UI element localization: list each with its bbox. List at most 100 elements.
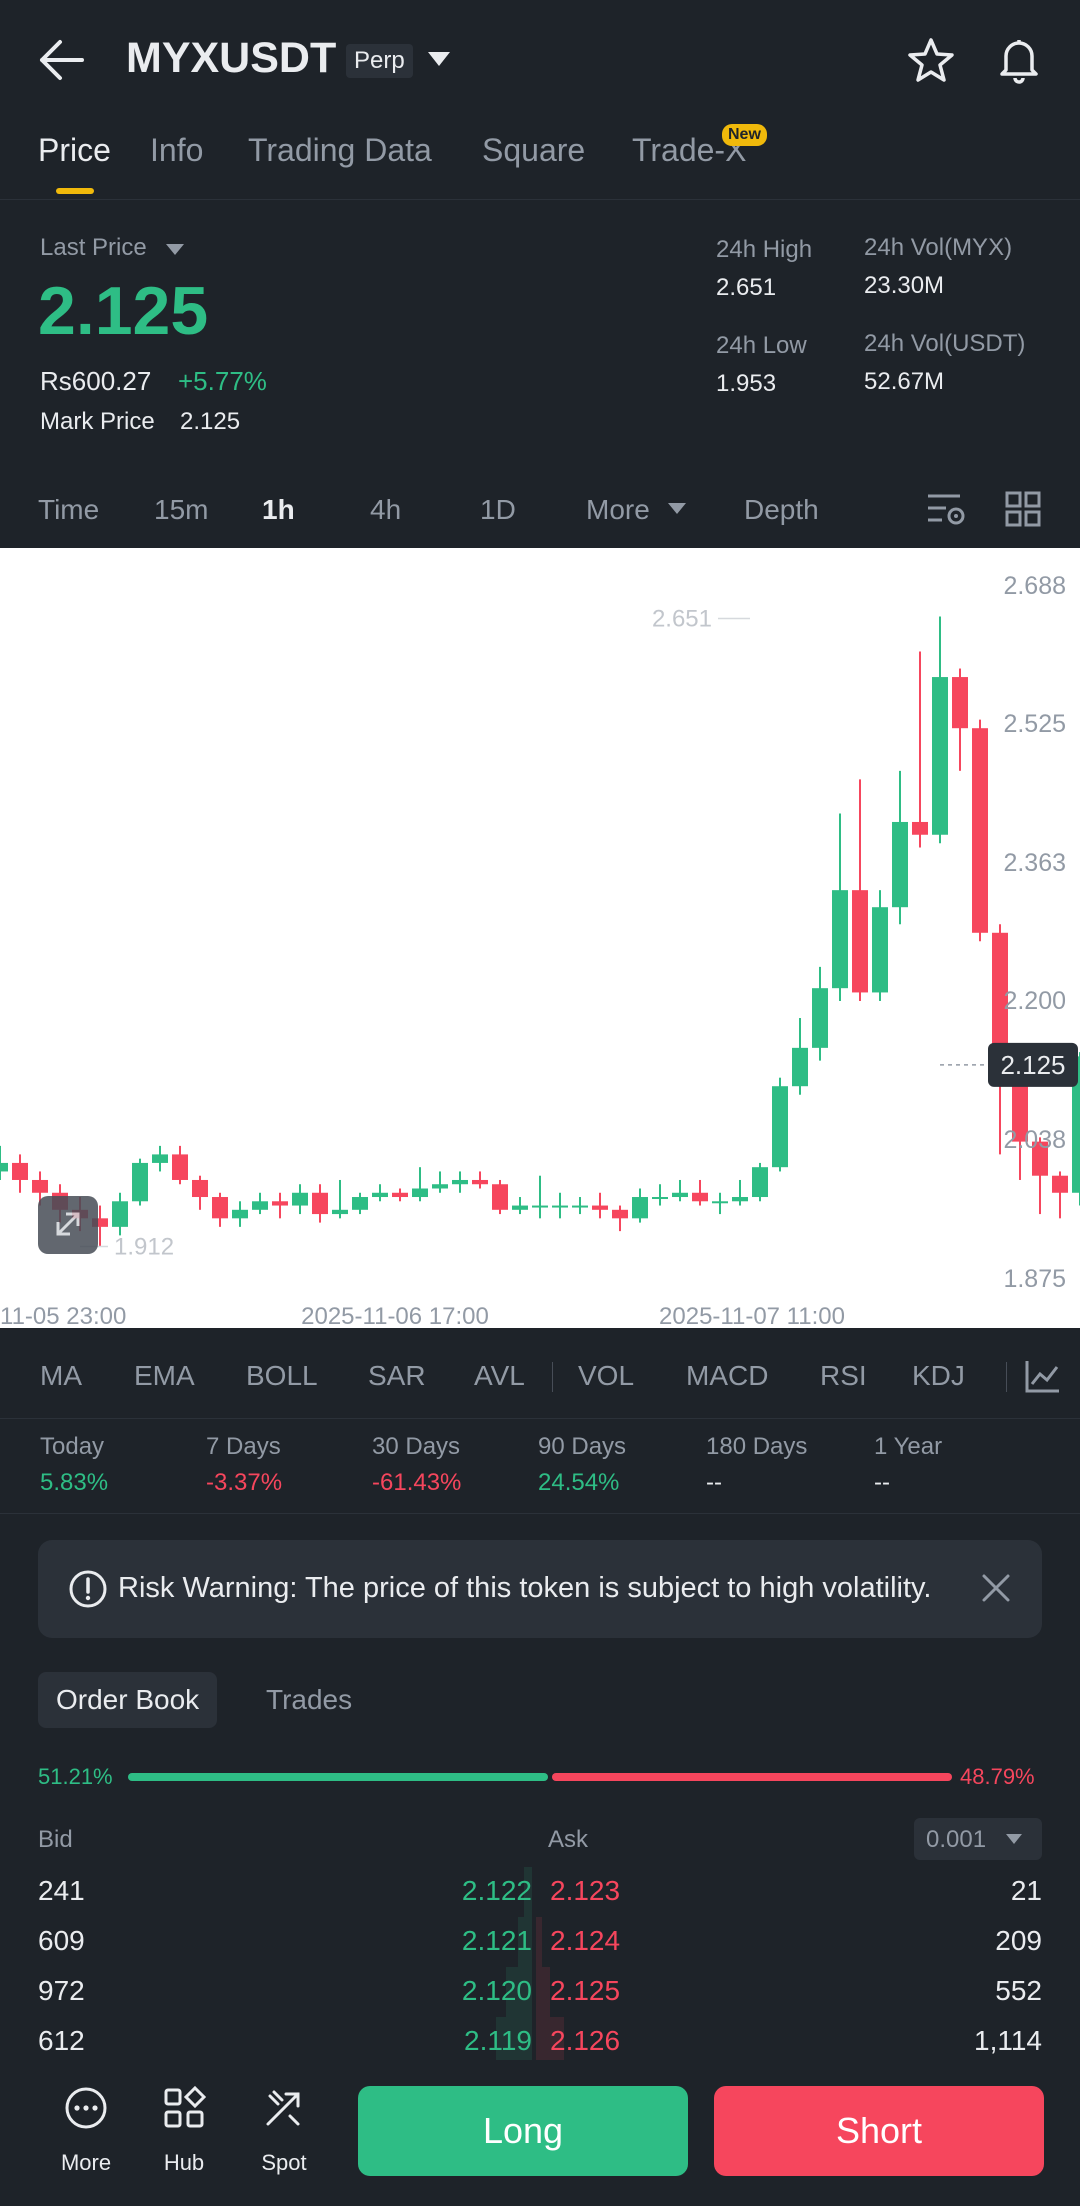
precision-dropdown[interactable]: 0.001: [914, 1818, 1042, 1860]
layout-grid-icon[interactable]: [1004, 490, 1042, 528]
interval-depth[interactable]: Depth: [744, 494, 819, 525]
perf-label-90d: 90 Days: [538, 1433, 627, 1460]
interval-1d[interactable]: 1D: [480, 494, 516, 525]
current-price-tag: [988, 1042, 1078, 1087]
contract-type-badge: Perp: [346, 44, 413, 78]
interval-15m[interactable]: 15m: [154, 494, 209, 525]
candle-body: [972, 728, 988, 933]
24h-high-value: 2.651: [716, 274, 777, 301]
candle-body: [692, 1192, 708, 1202]
y-axis-tick-label: 2.200: [1003, 987, 1066, 1015]
candle-body: [572, 1205, 588, 1208]
order-book-row[interactable]: 972 2.120 2.125 552: [0, 1967, 1080, 2017]
section-tabs: Price Info Trading Data Square Trade-X N…: [0, 120, 1080, 200]
candle-body: [172, 1154, 188, 1180]
candle-body: [592, 1205, 608, 1210]
bid-depth-bar: [518, 1917, 532, 1967]
precision-value: 0.001: [926, 1826, 987, 1853]
interval-more[interactable]: More: [586, 494, 650, 525]
candle-body: [812, 988, 828, 1048]
tab-trading-data[interactable]: Trading Data: [248, 132, 432, 168]
long-button[interactable]: Long: [358, 2086, 688, 2176]
back-arrow-icon[interactable]: [38, 38, 86, 82]
bell-icon[interactable]: [994, 34, 1044, 84]
24h-vol-base-value: 23.30M: [864, 272, 945, 299]
bid-quantity: 241: [38, 1875, 85, 1906]
candle-body: [392, 1192, 408, 1198]
candle-body: [312, 1192, 328, 1215]
indicator-avl[interactable]: AVL: [474, 1360, 525, 1391]
chart-canvas[interactable]: 2.688 2.525 2.363 2.200 2.038 1.875 11-05 23:0…: [0, 548, 1080, 1328]
candlestick-chart[interactable]: 2.688 2.525 2.363 2.200 2.038 1.875 11-05 23:0…: [0, 548, 1080, 1328]
close-icon[interactable]: [978, 1570, 1014, 1606]
candle-body: [432, 1184, 448, 1189]
more-dots-icon: [65, 2087, 107, 2129]
indicator-settings-icon[interactable]: [1024, 1358, 1062, 1394]
symbol-dropdown-icon[interactable]: [428, 52, 450, 66]
bid-column-header: Bid: [38, 1826, 73, 1853]
candle-body: [112, 1201, 128, 1227]
candle-body: [672, 1192, 688, 1198]
order-book-row[interactable]: 609 2.121 2.124 209: [0, 1917, 1080, 1967]
indicator-macd[interactable]: MACD: [686, 1360, 769, 1391]
indicator-vol[interactable]: VOL: [578, 1360, 635, 1391]
candle-body: [372, 1192, 388, 1198]
perf-label-today: Today: [40, 1433, 105, 1460]
tab-info[interactable]: Info: [150, 132, 204, 168]
performance-row: Today 5.83% 7 Days -3.37% 30 Days -61.43…: [0, 1418, 1080, 1514]
candle-body: [92, 1218, 108, 1227]
tab-trades[interactable]: Trades: [266, 1684, 353, 1715]
bid-depth-bar: [524, 1867, 532, 1917]
last-price-dropdown-icon[interactable]: [166, 244, 184, 255]
expand-icon: [56, 1212, 80, 1236]
interval-1h[interactable]: 1h: [262, 494, 295, 525]
candle-body: [632, 1197, 648, 1219]
indicator-rsi[interactable]: RSI: [820, 1360, 867, 1391]
short-button[interactable]: Short: [714, 2086, 1044, 2176]
spot-swap-icon: [266, 2090, 300, 2126]
perf-value-1y: --: [874, 1469, 890, 1496]
chart-settings-icon[interactable]: [926, 492, 966, 528]
indicator-kdj[interactable]: KDJ: [912, 1360, 965, 1391]
candle-body: [1032, 1141, 1048, 1176]
ask-ratio-percent: 48.79%: [960, 1764, 1035, 1789]
order-book-row[interactable]: 612 2.119 2.126 1,114: [0, 2017, 1080, 2067]
perf-value-30d: -61.43%: [372, 1469, 462, 1496]
candle-body: [932, 677, 948, 835]
order-book-row[interactable]: 241 2.122 2.123 21: [0, 1867, 1080, 1917]
indicator-divider: [552, 1362, 553, 1392]
interval-4h[interactable]: 4h: [370, 494, 402, 525]
candle-body: [752, 1167, 768, 1198]
candle-body: [792, 1047, 808, 1087]
y-axis-tick-label: 2.525: [1003, 710, 1066, 738]
min-price-label: 1.912: [114, 1233, 174, 1260]
interval-time[interactable]: Time: [38, 494, 100, 525]
indicator-ema[interactable]: EMA: [134, 1360, 195, 1391]
candle-body: [192, 1179, 208, 1198]
bid-quantity: 609: [38, 1925, 85, 1956]
tab-price[interactable]: Price: [38, 132, 111, 168]
y-axis-tick-label: 2.038: [1003, 1126, 1066, 1154]
perf-value-180d: --: [706, 1469, 722, 1496]
tab-square[interactable]: Square: [482, 132, 586, 168]
indicator-sar[interactable]: SAR: [368, 1360, 426, 1391]
local-currency-price: Rs600.27: [40, 366, 152, 396]
24h-low-value: 1.953: [716, 370, 777, 397]
indicator-ma[interactable]: MA: [40, 1360, 82, 1391]
tab-order-book[interactable]: Order Book: [38, 1672, 218, 1728]
indicator-boll[interactable]: BOLL: [246, 1360, 318, 1391]
candle-body: [132, 1162, 148, 1202]
price-change-percent: +5.77%: [178, 366, 267, 396]
ask-price: 2.123: [550, 1875, 621, 1906]
symbol-title[interactable]: MYXUSDT: [126, 34, 337, 82]
star-icon[interactable]: [906, 36, 956, 86]
candle-body: [892, 821, 908, 908]
perf-value-today: 5.83%: [40, 1469, 109, 1496]
ask-quantity: 552: [995, 1975, 1042, 2006]
candle-body: [32, 1179, 48, 1193]
ask-ratio-bar: [552, 1773, 952, 1781]
chevron-down-icon: [1006, 1834, 1022, 1844]
last-price-label[interactable]: Last Price: [40, 234, 147, 261]
24h-vol-base-label: 24h Vol(MYX): [864, 234, 1013, 261]
fullscreen-button[interactable]: [38, 1196, 98, 1254]
